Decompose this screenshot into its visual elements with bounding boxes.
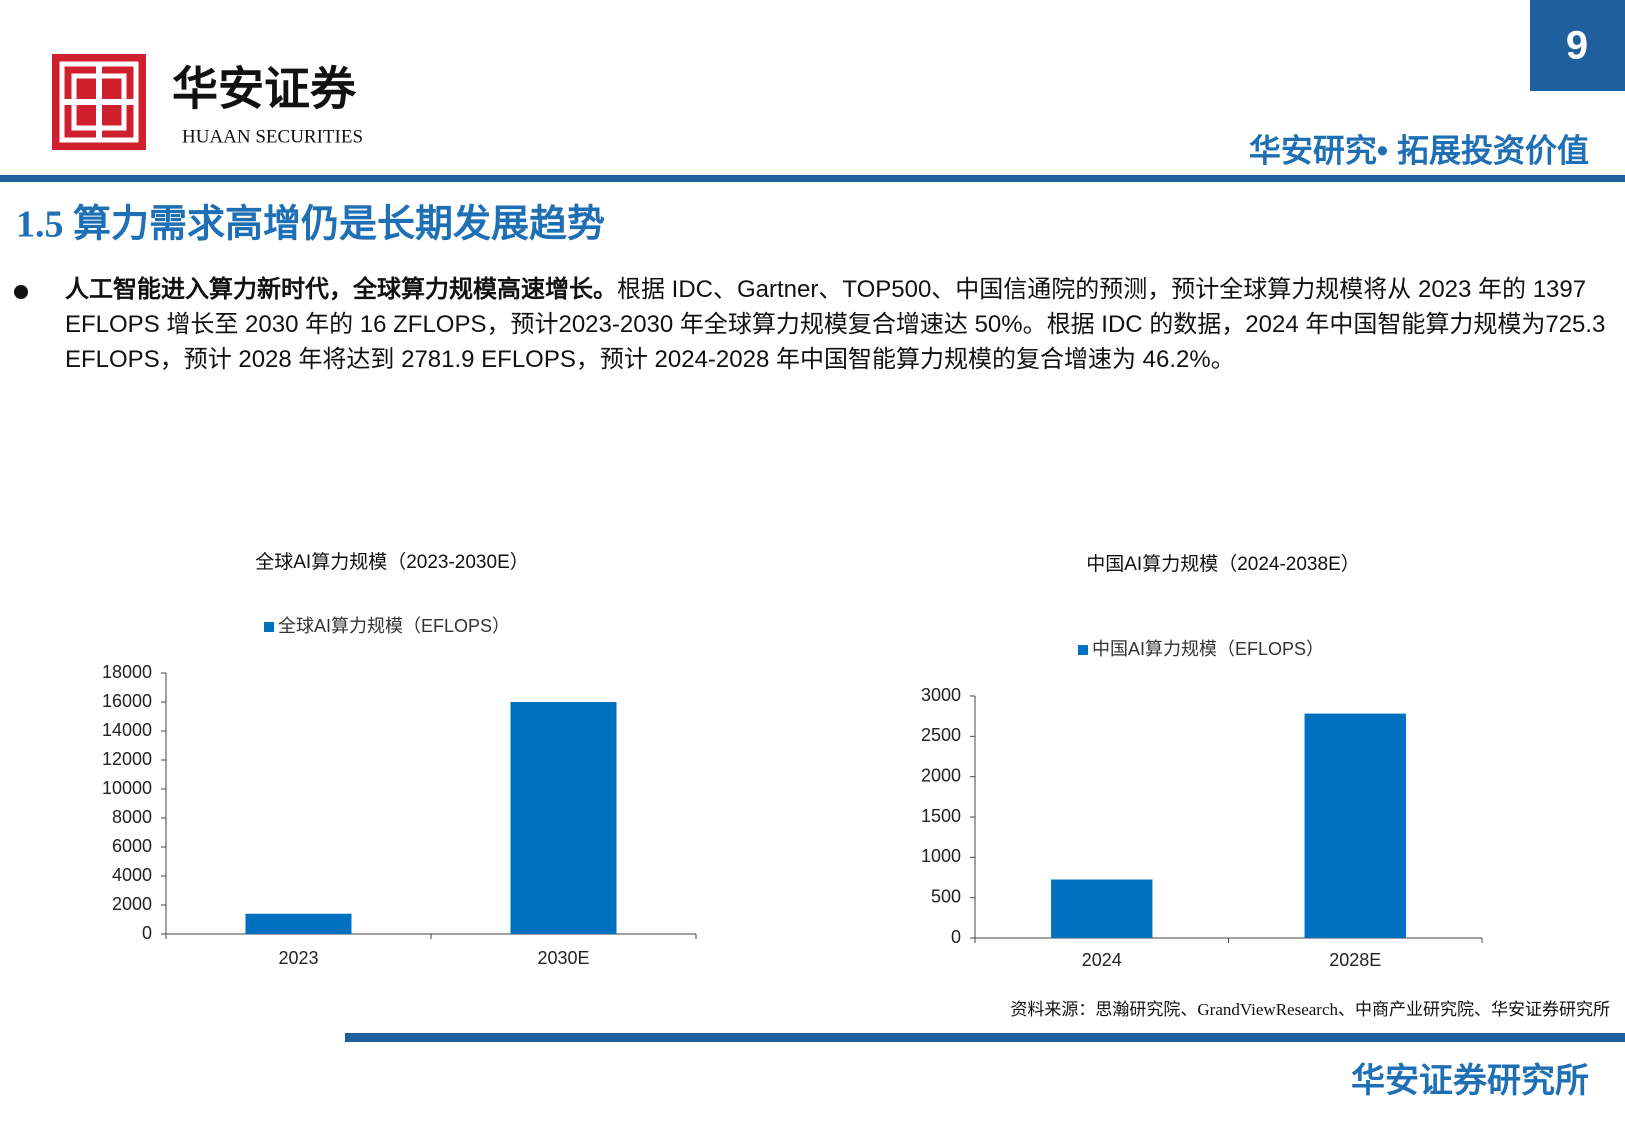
y-tick-label: 0 [142,923,152,943]
chart-title: 中国AI算力规模（2024-2038E） [1086,553,1360,575]
chart-title: 全球AI算力规模（2023-2030E） [255,551,529,573]
x-tick-label: 2028E [1329,950,1381,970]
bar [1051,879,1153,938]
y-tick-label: 4000 [112,865,152,885]
y-tick-label: 8000 [112,807,152,827]
section-title: 1.5 算力需求高增仍是长期发展趋势 [16,204,605,246]
y-tick-label: 12000 [102,749,152,769]
source: 资料来源：思瀚研究院、GrandViewResearch、中商产业研究院、华安证… [1010,1000,1610,1019]
legend-swatch [1078,645,1088,655]
legend-label: 全球AI算力规模（EFLOPS） [278,616,510,636]
bullet-paragraph: 人工智能进入算力新时代，全球算力规模高速增长。根据 IDC、Gartner、TO… [65,272,1610,377]
logo-mark [52,54,146,150]
y-tick-label: 2000 [921,765,961,785]
y-tick-label: 3000 [921,685,961,705]
footer: 华安证券研究所 [1351,1062,1589,1100]
page-number: 9 [1566,24,1588,68]
legend-swatch [264,622,274,632]
x-tick-label: 2024 [1082,950,1122,970]
y-tick-label: 18000 [102,662,152,682]
x-tick-label: 2023 [278,948,318,968]
header-rule [0,175,1625,182]
y-tick-label: 0 [951,927,961,947]
bullet-lead: 人工智能进入算力新时代，全球算力规模高速增长。 [65,276,617,303]
y-tick-label: 500 [931,886,961,906]
logo-en: HUAAN SECURITIES [182,126,363,147]
y-tick-label: 1500 [921,806,961,826]
y-tick-label: 10000 [102,778,152,798]
y-tick-label: 16000 [102,691,152,711]
bar [245,913,352,934]
y-tick-label: 14000 [102,720,152,740]
logo-cn: 华安证券 [172,64,357,115]
y-tick-label: 1000 [921,846,961,866]
bullet-dot [14,285,28,299]
y-tick-label: 2500 [921,725,961,745]
y-tick-label: 2000 [112,894,152,914]
page-number-box [1530,0,1625,91]
y-tick-label: 6000 [112,836,152,856]
footer-rule [345,1033,1625,1042]
slogan: 华安研究• 拓展投资价值 [1249,132,1589,168]
legend-label: 中国AI算力规模（EFLOPS） [1092,639,1324,659]
bar [1304,713,1406,938]
bar [510,702,617,934]
x-tick-label: 2030E [537,948,589,968]
bullet-text: 根据 IDC、Gartner、TOP500、中国信通院的预测，预计全球算力规模将… [65,276,1606,373]
